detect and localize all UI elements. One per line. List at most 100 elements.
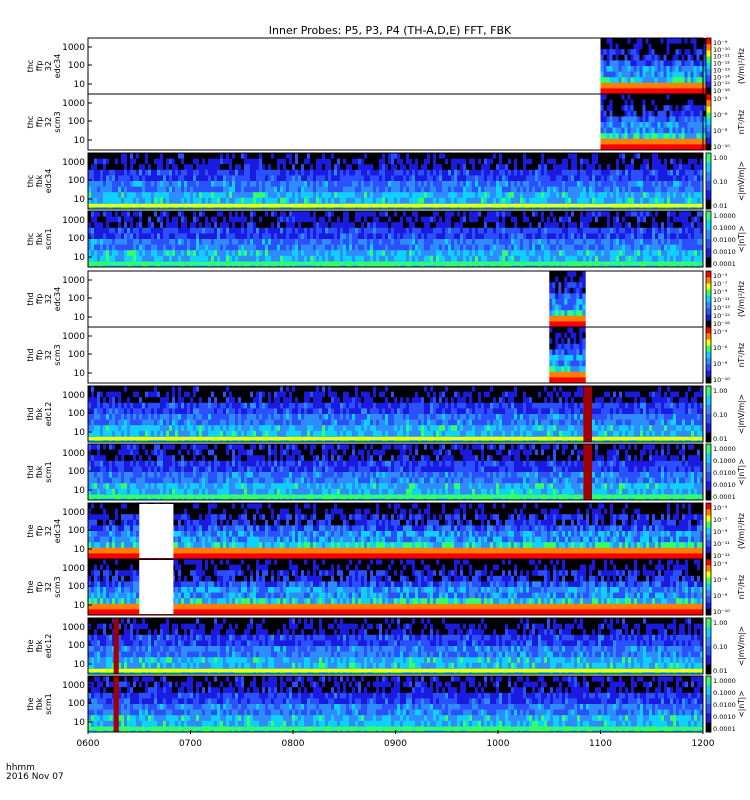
spectro-cell [160, 244, 164, 251]
spectro-cell [193, 227, 197, 234]
spectro-cell [574, 186, 578, 193]
spectro-cell [97, 216, 101, 223]
spectro-cell [651, 88, 655, 95]
spectro-cell [181, 211, 185, 217]
spectro-cell [382, 227, 386, 234]
spectro-cell [640, 181, 644, 187]
spectro-cell [634, 211, 638, 217]
spectro-cell [547, 250, 551, 257]
y-tick-label: 1000 [62, 216, 85, 226]
spectro-cell [660, 49, 664, 56]
spectro-cell [226, 181, 230, 187]
spectro-cell [697, 153, 701, 159]
spectro-cell [202, 186, 206, 193]
spectro-cell [112, 239, 116, 245]
spectro-cell [631, 164, 635, 171]
spectro-cell [684, 82, 688, 89]
spectro-cell [622, 216, 626, 223]
spectro-cell [373, 153, 377, 159]
spectro-cell [616, 192, 620, 199]
spectro-cell [310, 244, 314, 251]
spectro-cell [106, 192, 110, 199]
spectro-cell [256, 233, 260, 240]
spectro-cell [547, 197, 551, 204]
spectro-cell [415, 181, 419, 187]
spectro-cell [661, 211, 665, 217]
spectro-cell [618, 60, 622, 67]
spectro-cell [600, 144, 604, 151]
spectro-cell [430, 244, 434, 251]
spectro-cell [561, 276, 565, 283]
spectro-cell [451, 255, 455, 262]
spectro-cell [688, 216, 692, 223]
spectro-cell [280, 169, 284, 176]
spectro-cell [196, 164, 200, 171]
spectro-cell [346, 211, 350, 217]
spectro-cell [655, 244, 659, 251]
spectro-cell [469, 250, 473, 257]
spectro-cell [562, 169, 566, 176]
spectro-cell [648, 144, 652, 151]
spectro-cell [562, 216, 566, 223]
spectro-cell [601, 216, 605, 223]
spectro-cell [600, 110, 604, 117]
spectro-cell [439, 233, 443, 240]
spectro-cell [142, 233, 146, 240]
spectro-cell [610, 222, 614, 229]
spectro-cell [624, 66, 628, 72]
spectro-cell [544, 181, 548, 187]
spectro-cell [109, 175, 113, 182]
spectro-cell [196, 181, 200, 187]
spectro-cell [631, 211, 635, 217]
spectro-cell [678, 71, 682, 78]
spectro-cell [268, 244, 272, 251]
spectro-cell [274, 250, 278, 257]
spectro-cell [645, 99, 649, 106]
spectro-cell [142, 197, 146, 204]
spectro-cell [688, 227, 692, 234]
spectro-cell [645, 144, 649, 151]
spectro-cell [639, 54, 643, 61]
spectro-cell [163, 181, 167, 187]
spectro-cell [160, 164, 164, 171]
spectro-cell [310, 197, 314, 204]
spectro-cell [160, 216, 164, 223]
spectro-cell [208, 239, 212, 245]
spectro-cell [151, 181, 155, 187]
spectro-cell [678, 66, 682, 72]
spectro-cell [615, 60, 619, 67]
spectro-cell [199, 192, 203, 199]
spectro-cell [349, 227, 353, 234]
spectro-cell [268, 192, 272, 199]
spectro-cell [346, 222, 350, 229]
spectro-cell [505, 255, 509, 262]
spectro-cell [403, 153, 407, 159]
spectro-cell [622, 181, 626, 187]
spectro-cell [639, 144, 643, 151]
spectro-cell [193, 222, 197, 229]
spectro-cell [700, 222, 704, 229]
spectro-cell [643, 244, 647, 251]
spectro-cell [376, 164, 380, 171]
spectro-cell [142, 169, 146, 176]
spectro-cell [463, 186, 467, 193]
spectro-cell [265, 153, 269, 159]
spectro-cell [547, 175, 551, 182]
spectro-cell [328, 175, 332, 182]
spectro-cell [232, 197, 236, 204]
spectro-cell [604, 233, 608, 240]
spectro-cell [214, 175, 218, 182]
spectro-cell [520, 197, 524, 204]
spectro-cell [654, 110, 658, 117]
spectro-cell [322, 164, 326, 171]
spectro-cell [307, 175, 311, 182]
spectro-cell [205, 181, 209, 187]
spectro-cell [241, 244, 245, 251]
spectro-cell [625, 255, 629, 262]
spectro-cell [313, 216, 317, 223]
spectro-cell [664, 211, 668, 217]
spectro-cell [679, 169, 683, 176]
spectro-cell [229, 181, 233, 187]
spectro-cell [696, 77, 700, 84]
spectro-cell [702, 94, 706, 100]
